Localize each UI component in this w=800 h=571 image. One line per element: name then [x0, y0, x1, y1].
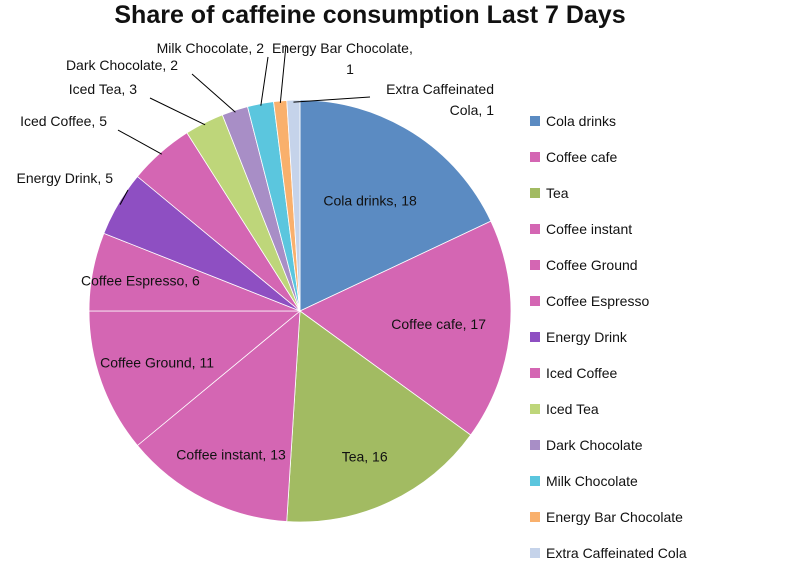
- data-label: Iced Coffee, 5: [20, 113, 107, 129]
- legend-label: Milk Chocolate: [546, 473, 638, 489]
- legend-swatch: [530, 332, 540, 342]
- legend-item: Iced Coffee: [530, 355, 795, 391]
- legend-item: Coffee Espresso: [530, 283, 795, 319]
- legend-swatch: [530, 188, 540, 198]
- legend-item: Tea: [530, 175, 795, 211]
- legend: Cola drinks Coffee cafe Tea Coffee instant C…: [530, 103, 795, 571]
- legend-label: Coffee Ground: [546, 257, 638, 273]
- leader-line: [119, 189, 129, 205]
- legend-swatch: [530, 548, 540, 558]
- legend-swatch: [530, 404, 540, 414]
- leader-lines: [117, 44, 371, 205]
- legend-swatch: [530, 152, 540, 162]
- pie-slices: [88, 99, 512, 523]
- leader-line: [260, 56, 269, 106]
- legend-label: Iced Coffee: [546, 365, 618, 381]
- data-labels: Cola drinks, 18 Coffee cafe, 17 Tea, 16 Cof…: [17, 40, 495, 464]
- pie-slice-coffee-cafe: [299, 220, 512, 436]
- legend-swatch: [530, 368, 540, 378]
- data-label: Coffee Espresso, 6: [81, 273, 200, 289]
- pie-slice-coffee-instant: [136, 310, 301, 523]
- chart-title: Share of caffeine consumption Last 7 Day…: [114, 1, 626, 29]
- pie-slice-extra-caffeinated-cola: [286, 99, 301, 312]
- data-label: Coffee cafe, 17: [391, 316, 486, 332]
- leader-line: [191, 73, 236, 113]
- leader-line: [117, 129, 163, 155]
- data-label: Tea, 16: [342, 448, 388, 464]
- legend-item: Coffee Ground: [530, 247, 795, 283]
- leader-line: [149, 97, 206, 126]
- data-label: Dark Chocolate, 2: [66, 57, 178, 73]
- legend-label: Coffee cafe: [546, 149, 618, 165]
- legend-label: Extra Caffeinated Cola: [546, 545, 687, 561]
- leader-line: [279, 44, 287, 103]
- data-label: Coffee instant, 13: [176, 446, 286, 462]
- legend-label: Coffee instant: [546, 221, 633, 237]
- legend-item: Extra Caffeinated Cola: [530, 535, 795, 571]
- legend-label: Energy Drink: [546, 329, 627, 345]
- legend-swatch: [530, 116, 540, 126]
- legend-swatch: [530, 512, 540, 522]
- data-label: Extra Caffeinated Cola, 1: [386, 81, 494, 118]
- pie-slice-cola-drinks: [299, 99, 492, 312]
- legend-swatch: [530, 260, 540, 270]
- legend-label: Dark Chocolate: [546, 437, 643, 453]
- legend-swatch: [530, 476, 540, 486]
- legend-label: Iced Tea: [546, 401, 599, 417]
- legend-item: Iced Tea: [530, 391, 795, 427]
- legend-item: Coffee cafe: [530, 139, 795, 175]
- data-label: Energy Drink, 5: [17, 170, 114, 186]
- data-label: Energy Bar Chocolate, 1: [272, 40, 413, 77]
- legend-swatch: [530, 224, 540, 234]
- legend-item: Energy Bar Chocolate: [530, 499, 795, 535]
- legend-swatch: [530, 296, 540, 306]
- legend-label: Coffee Espresso: [546, 293, 650, 309]
- data-label: Coffee Ground, 11: [100, 354, 214, 370]
- pie-slice-coffee-ground: [88, 310, 302, 447]
- legend-item: Coffee instant: [530, 211, 795, 247]
- data-label: Iced Tea, 3: [69, 81, 137, 97]
- legend-label: Energy Bar Chocolate: [546, 509, 683, 525]
- legend-item: Cola drinks: [530, 103, 795, 139]
- legend-item: Milk Chocolate: [530, 463, 795, 499]
- data-label: Milk Chocolate, 2: [157, 40, 265, 56]
- leader-line: [293, 96, 371, 103]
- legend-item: Dark Chocolate: [530, 427, 795, 463]
- legend-item: Energy Drink: [530, 319, 795, 355]
- data-label: Cola drinks, 18: [323, 193, 417, 209]
- legend-swatch: [530, 440, 540, 450]
- legend-label: Cola drinks: [546, 113, 617, 129]
- pie-slice-tea: [286, 310, 472, 523]
- legend-label: Tea: [546, 185, 569, 201]
